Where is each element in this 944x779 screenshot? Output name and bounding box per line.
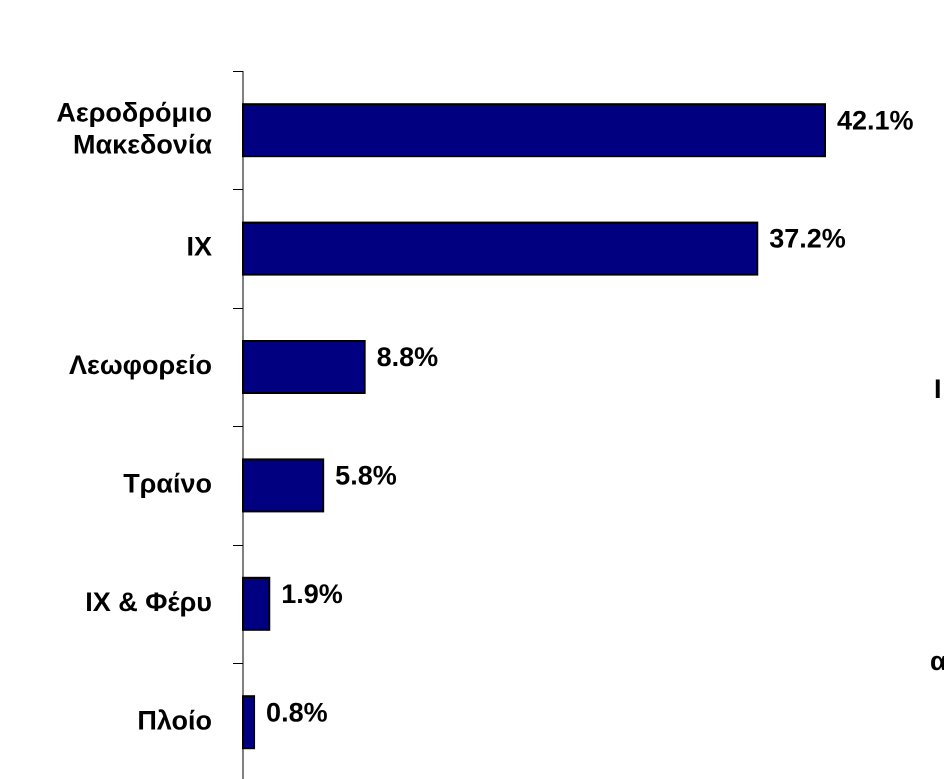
clipped-text: α xyxy=(930,646,944,676)
bar xyxy=(242,695,256,750)
category-label: Αεροδρόμιο xyxy=(56,97,212,127)
category-label: ΙΧ & Φέρυ xyxy=(85,587,212,617)
bar xyxy=(242,576,271,631)
bar xyxy=(242,103,826,158)
value-label: 1.9% xyxy=(281,579,343,609)
value-label: 42.1% xyxy=(837,105,914,135)
value-label: 37.2% xyxy=(769,224,846,254)
category-label: Μακεδονία xyxy=(73,129,212,159)
bar xyxy=(242,221,759,276)
category-label: ΙΧ xyxy=(186,232,212,262)
value-label: 5.8% xyxy=(335,461,397,491)
value-label: 0.8% xyxy=(266,697,328,727)
value-label: 8.8% xyxy=(377,342,439,372)
clipped-text: Ι xyxy=(934,374,942,404)
bar xyxy=(242,340,366,394)
category-label: Τραίνο xyxy=(123,469,212,499)
category-label: Λεωφορείο xyxy=(69,350,212,380)
bar xyxy=(242,458,325,513)
category-label: Πλοίο xyxy=(137,705,212,735)
